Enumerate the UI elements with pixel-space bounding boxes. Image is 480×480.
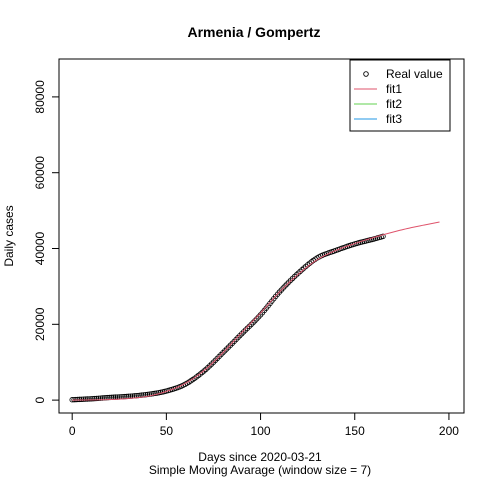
- data-point: [95, 395, 102, 401]
- data-point: [90, 395, 96, 402]
- data-point: [82, 396, 89, 402]
- data-point: [380, 233, 386, 240]
- data-point: [86, 396, 92, 402]
- x-axis-label: Days since 2020-03-21: [198, 450, 322, 464]
- series-line-fit1: [72, 221, 440, 401]
- x-axis-sublabel: Simple Moving Avarage (window size = 7): [149, 463, 371, 477]
- y-axis: 0 20000 40000 60000 80000: [33, 80, 60, 403]
- data-point: [148, 391, 154, 397]
- x-tick-label: 100: [251, 424, 271, 438]
- data-point: [150, 390, 156, 397]
- data-point: [84, 396, 90, 402]
- y-tick-label: 60000: [33, 156, 47, 190]
- data-point: [92, 395, 98, 402]
- legend-label: fit2: [386, 97, 402, 111]
- data-point: [77, 396, 83, 403]
- legend-point-marker: [363, 71, 369, 77]
- legend-label: Real value: [386, 67, 443, 81]
- data-point: [97, 395, 104, 401]
- data-point: [154, 390, 160, 396]
- series-layer: [69, 221, 440, 403]
- data-point: [99, 395, 106, 401]
- chart-title: Armenia / Gompertz: [187, 24, 320, 40]
- data-point: [152, 390, 158, 397]
- data-point: [78, 396, 85, 402]
- y-tick-label: 0: [33, 396, 47, 403]
- data-point: [80, 396, 87, 402]
- y-tick-label: 80000: [33, 80, 47, 114]
- x-tick-label: 0: [69, 424, 76, 438]
- data-point: [88, 396, 94, 402]
- x-tick-label: 200: [439, 424, 459, 438]
- x-axis: 0 50 100 150 200: [69, 412, 459, 438]
- y-tick-label: 40000: [33, 231, 47, 265]
- y-tick-label: 20000: [33, 307, 47, 341]
- legend-label: fit3: [386, 112, 402, 126]
- legend-label: fit1: [386, 82, 402, 96]
- data-point: [93, 395, 100, 402]
- x-tick-label: 50: [160, 424, 174, 438]
- series-points-real-value: [69, 233, 386, 403]
- data-point: [75, 396, 81, 403]
- y-axis-label: Daily cases: [2, 205, 16, 266]
- x-tick-label: 150: [345, 424, 365, 438]
